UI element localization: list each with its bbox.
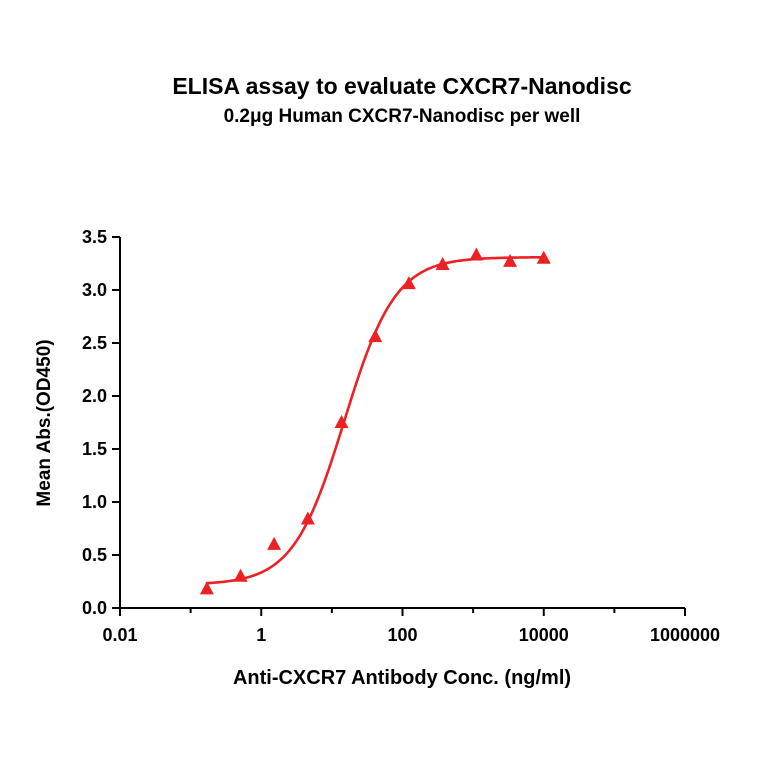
chart-title: ELISA assay to evaluate CXCR7-Nanodisc <box>172 73 632 99</box>
y-tick-label: 0.0 <box>82 598 107 618</box>
chart-subtitle: 0.2μg Human CXCR7-Nanodisc per well <box>224 106 581 127</box>
y-tick-label: 2.5 <box>82 333 107 353</box>
data-point-marker <box>536 250 551 264</box>
data-point-marker <box>401 276 416 290</box>
data-point-marker <box>300 511 315 525</box>
data-point-marker <box>503 253 518 267</box>
x-tick-label: 1000000 <box>650 625 720 645</box>
y-tick-label: 3.0 <box>82 280 107 300</box>
x-axis-title: Anti-CXCR7 Antibody Conc. (ng/ml) <box>233 667 571 689</box>
y-tick-label: 3.5 <box>82 227 107 247</box>
data-point-marker <box>469 247 484 261</box>
data-points <box>199 247 551 595</box>
data-point-marker <box>199 581 214 595</box>
y-axis-title: Mean Abs.(OD450) <box>34 339 55 506</box>
data-point-marker <box>233 568 248 582</box>
y-tick-label: 2.0 <box>82 386 107 406</box>
dose-response-curve <box>205 255 546 585</box>
data-point-marker <box>267 536 282 550</box>
y-tick-label: 1.5 <box>82 439 107 459</box>
data-point-marker <box>368 329 383 343</box>
data-point-marker <box>334 415 349 428</box>
axes: 0.01 1 100 10000 1000000 0.0 0.5 1.0 1.5 2.0 2.5 3.… <box>82 227 720 645</box>
fit-curve <box>205 255 546 585</box>
x-tick-label: 100 <box>387 625 417 645</box>
y-tick-label: 0.5 <box>82 545 107 565</box>
x-tick-label: 1 <box>256 625 266 645</box>
x-tick-label: 0.01 <box>102 625 137 645</box>
x-tick-label: 10000 <box>519 625 569 645</box>
data-point-marker <box>435 257 450 271</box>
y-tick-label: 1.0 <box>82 492 107 512</box>
